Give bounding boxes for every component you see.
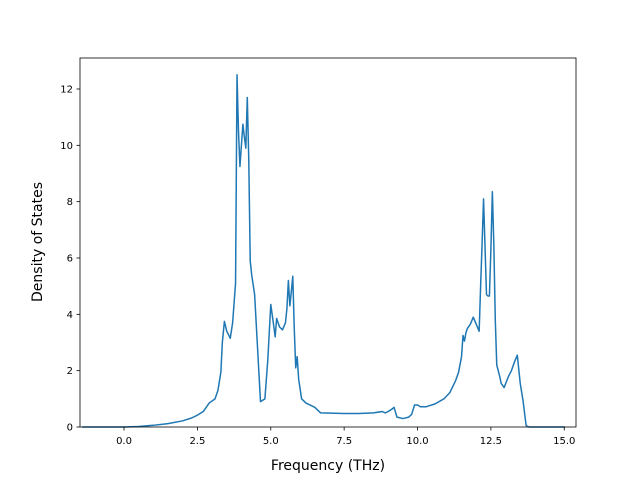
y-tick-label: 10 (60, 141, 73, 152)
x-tick-label: 7.5 (336, 436, 352, 447)
plot-area (82, 74, 566, 428)
x-tick-label: 12.5 (480, 436, 502, 447)
x-tick-label: 0.0 (116, 436, 132, 447)
y-tick-label: 2 (67, 366, 73, 377)
plot-frame (79, 57, 577, 428)
x-tick-label: 2.5 (189, 436, 205, 447)
y-tick-label: 6 (67, 253, 73, 264)
dos-series-line (82, 74, 566, 428)
x-tick-label: 15.0 (553, 436, 575, 447)
y-tick-label: 8 (67, 197, 73, 208)
y-axis-label: Density of States (30, 182, 46, 302)
x-axis-label: Frequency (THz) (271, 458, 385, 474)
x-tick-label: 5.0 (263, 436, 279, 447)
y-tick-label: 4 (67, 310, 73, 321)
x-tick-label: 10.0 (406, 436, 428, 447)
x-axis-ticks: 0.0 2.5 5.0 7.5 10.0 12.5 15.0 (116, 427, 575, 447)
y-tick-label: 0 (67, 423, 73, 434)
y-axis-ticks: 0 2 4 6 8 10 12 (60, 84, 80, 434)
y-tick-label: 12 (60, 84, 73, 95)
